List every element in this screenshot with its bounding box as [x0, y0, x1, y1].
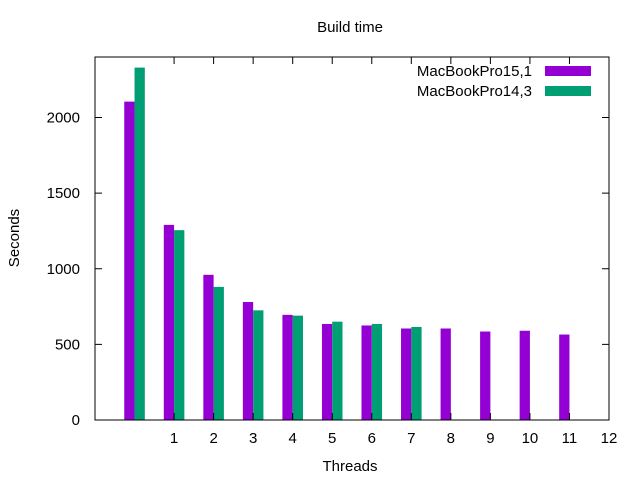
bar-series-0-x-2	[203, 274, 214, 420]
bar-series-1-x-6	[371, 323, 383, 420]
bar-series-1-x-4	[292, 315, 303, 420]
legend-label-1: MacBookPro14,3	[417, 83, 532, 100]
bar-series-0-x-0	[124, 101, 135, 421]
x-axis-title: Threads	[322, 458, 377, 475]
y-tick-label: 500	[55, 336, 80, 353]
bar-series-1-x-3	[253, 310, 264, 420]
x-tick-label: 1	[170, 430, 178, 447]
x-tick-label: 4	[289, 430, 297, 447]
bar-series-0-x-9	[480, 331, 491, 420]
chart-title: Build time	[317, 19, 383, 36]
legend: MacBookPro15,1 MacBookPro14,3	[417, 63, 591, 100]
y-tick-label: 0	[72, 412, 80, 429]
bar-series-1-x-2	[213, 286, 224, 420]
plot-frame	[94, 56, 610, 421]
x-tick-label: 10	[522, 430, 539, 447]
bar-series-1-x-5	[332, 321, 343, 420]
y-tick-label: 1500	[47, 185, 80, 202]
legend-swatch-1	[545, 86, 591, 96]
bar-series-0-x-11	[559, 334, 570, 420]
x-tick-label: 7	[407, 430, 415, 447]
bar-series-1-x-7	[411, 326, 422, 420]
y-tick-label: 2000	[47, 110, 80, 127]
legend-swatch-0	[545, 66, 591, 76]
x-tick-label: 3	[249, 430, 257, 447]
bar-series-0-x-1	[163, 224, 175, 420]
y-axis-title: Seconds	[6, 209, 23, 267]
bar-series-0-x-8	[440, 328, 451, 420]
bar-series-0-x-10	[519, 330, 530, 420]
x-tick-label: 5	[328, 430, 336, 447]
bar-series-1-x-0	[134, 67, 145, 420]
x-tick-label: 8	[447, 430, 455, 447]
x-tick-label: 9	[486, 430, 494, 447]
x-tick-label: 11	[562, 430, 578, 447]
bar-series-0-x-4	[282, 314, 293, 420]
bar-series-0-x-6	[361, 325, 372, 420]
x-tick-label: 6	[368, 430, 376, 447]
bars-layer	[124, 67, 570, 421]
legend-label-0: MacBookPro15,1	[417, 63, 532, 80]
bar-series-0-x-3	[242, 302, 254, 420]
x-tick-label: 12	[601, 430, 618, 447]
y-tick-label: 1000	[47, 261, 80, 278]
bar-series-0-x-7	[401, 328, 412, 420]
bar-series-1-x-1	[174, 230, 185, 420]
bar-series-0-x-5	[321, 323, 333, 420]
x-tick-label: 2	[209, 430, 217, 447]
